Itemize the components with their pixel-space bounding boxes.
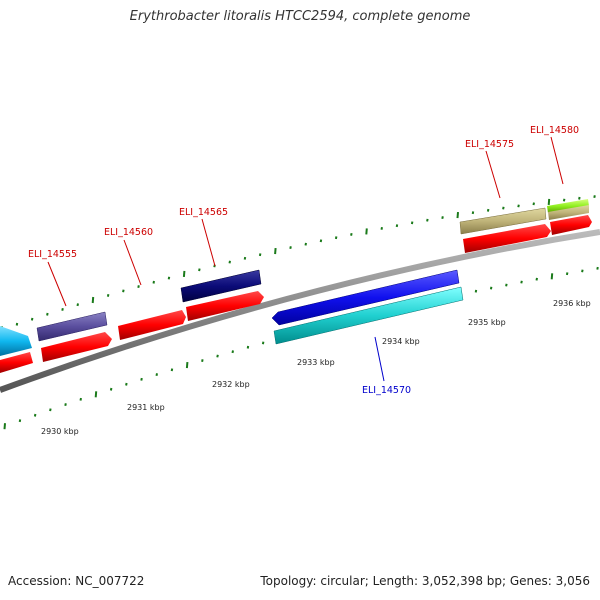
tick-labels: 2930 kbp 2931 kbp 2932 kbp 2933 kbp 2934… (41, 299, 591, 436)
tick-mark (79, 397, 82, 401)
tick-mark (228, 260, 231, 264)
gene-label: ELI_14560 (104, 227, 153, 238)
tick-mark (258, 253, 262, 257)
tick-mark (167, 276, 171, 280)
tick-mark (289, 246, 292, 249)
tick-mark (109, 387, 113, 391)
tick-mark (410, 221, 414, 225)
tick-mark (106, 294, 110, 297)
tick-mark (471, 211, 475, 215)
gene-labels: ELI_14555 ELI_14560 ELI_14565 ELI_14570 … (28, 125, 579, 396)
genome-summary-text: Topology: circular; Length: 3,052,398 bp… (260, 574, 590, 588)
tick-mark (243, 256, 247, 260)
tick-marks-outer (0, 195, 596, 333)
gene-ELI_14580-blocks (547, 199, 592, 235)
tick-mark (456, 212, 459, 219)
gene-label-lines (47, 136, 564, 382)
tick-label: 2933 kbp (297, 358, 335, 367)
tick-mark (185, 362, 189, 369)
accession-text: Accession: NC_007722 (8, 574, 145, 588)
tick-mark (350, 233, 353, 236)
tick-mark (140, 377, 143, 381)
tick-mark (46, 312, 49, 316)
tick-label: 2936 kbp (553, 299, 591, 308)
tick-mark (578, 196, 581, 200)
tick-mark (502, 206, 505, 210)
tick-label: 2934 kbp (382, 337, 420, 346)
tick-mark (201, 359, 204, 362)
tick-mark (33, 413, 37, 417)
tick-mark (216, 354, 219, 358)
gene-ELI_14565-blocks (180, 269, 264, 321)
tick-mark (261, 341, 265, 345)
tick-mark (474, 289, 478, 293)
tick-mark (319, 239, 323, 243)
tick-mark (520, 280, 523, 284)
genome-backbone (0, 229, 600, 393)
tick-mark (426, 218, 429, 222)
tick-mark (365, 228, 368, 235)
tick-mark (380, 227, 383, 230)
gene-label: ELI_14575 (465, 139, 514, 150)
gene-ELI_14570-blocks (271, 269, 464, 345)
gene-label: ELI_14580 (530, 125, 579, 136)
gene-label: ELI_14570 (362, 385, 411, 396)
tick-mark (246, 345, 250, 349)
tick-mark (581, 269, 584, 273)
tick-mark (76, 303, 79, 307)
tick-mark (170, 368, 174, 372)
cds-sky-left (0, 326, 32, 356)
tick-mark (122, 289, 125, 293)
tick-mark (593, 195, 596, 198)
tick-mark (304, 242, 307, 246)
tick-mark (505, 283, 508, 287)
gene-ELI_14555-blocks (36, 311, 112, 362)
tick-mark (334, 236, 338, 240)
tick-mark (18, 419, 22, 423)
tick-mark (562, 198, 566, 202)
tick-mark (137, 285, 140, 288)
tick-mark (596, 266, 599, 270)
tick-mark (182, 270, 186, 277)
tick-label: 2931 kbp (127, 403, 165, 412)
tick-mark (535, 277, 538, 281)
tick-mark (155, 373, 158, 376)
tick-mark (64, 403, 67, 406)
gene-label: ELI_14565 (179, 207, 228, 218)
tick-mark (441, 216, 444, 219)
tick-label: 2932 kbp (212, 380, 250, 389)
tick-mark (49, 408, 52, 412)
tick-mark (486, 208, 490, 212)
cds-red-left (0, 352, 33, 373)
tick-mark (30, 317, 34, 321)
tick-mark (489, 286, 493, 290)
tick-mark (547, 198, 551, 205)
gene-ELI_14560-blocks (118, 310, 186, 340)
tick-label: 2935 kbp (468, 318, 506, 327)
tick-mark (3, 423, 6, 430)
tick-mark (125, 382, 128, 386)
gene-ELI_14575-blocks (459, 207, 551, 253)
tick-mark (532, 202, 535, 206)
tick-mark (517, 204, 520, 208)
tick-mark (550, 273, 554, 280)
map-title: Erythrobacter litoralis HTCC2594, comple… (129, 9, 471, 24)
tick-mark (61, 308, 64, 311)
tick-mark (91, 296, 95, 304)
tick-mark (15, 322, 19, 326)
tick-mark (395, 224, 399, 228)
gene-label: ELI_14555 (28, 249, 77, 260)
tick-mark (94, 391, 98, 398)
tick-mark (274, 248, 277, 255)
tick-mark (565, 272, 569, 276)
tick-mark (231, 350, 234, 354)
tick-mark (198, 268, 201, 272)
tick-mark (152, 280, 155, 284)
tick-label: 2930 kbp (41, 427, 79, 436)
